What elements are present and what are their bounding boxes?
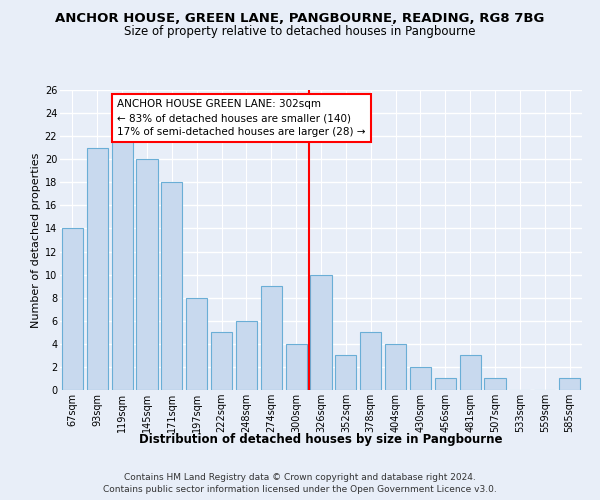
Bar <box>286 344 307 390</box>
Bar <box>435 378 456 390</box>
Bar <box>484 378 506 390</box>
Bar <box>335 356 356 390</box>
Bar <box>310 274 332 390</box>
Bar <box>559 378 580 390</box>
Text: Contains public sector information licensed under the Open Government Licence v3: Contains public sector information licen… <box>103 485 497 494</box>
Bar <box>211 332 232 390</box>
Bar <box>161 182 182 390</box>
Bar <box>236 321 257 390</box>
Bar <box>410 367 431 390</box>
Bar <box>136 159 158 390</box>
Bar <box>385 344 406 390</box>
Y-axis label: Number of detached properties: Number of detached properties <box>31 152 41 328</box>
Bar <box>87 148 108 390</box>
Bar <box>261 286 282 390</box>
Bar <box>186 298 207 390</box>
Bar <box>460 356 481 390</box>
Text: ANCHOR HOUSE GREEN LANE: 302sqm
← 83% of detached houses are smaller (140)
17% o: ANCHOR HOUSE GREEN LANE: 302sqm ← 83% of… <box>117 99 365 137</box>
Bar <box>112 136 133 390</box>
Bar <box>360 332 381 390</box>
Text: Distribution of detached houses by size in Pangbourne: Distribution of detached houses by size … <box>139 432 503 446</box>
Text: ANCHOR HOUSE, GREEN LANE, PANGBOURNE, READING, RG8 7BG: ANCHOR HOUSE, GREEN LANE, PANGBOURNE, RE… <box>55 12 545 26</box>
Bar <box>62 228 83 390</box>
Text: Contains HM Land Registry data © Crown copyright and database right 2024.: Contains HM Land Registry data © Crown c… <box>124 472 476 482</box>
Text: Size of property relative to detached houses in Pangbourne: Size of property relative to detached ho… <box>124 25 476 38</box>
